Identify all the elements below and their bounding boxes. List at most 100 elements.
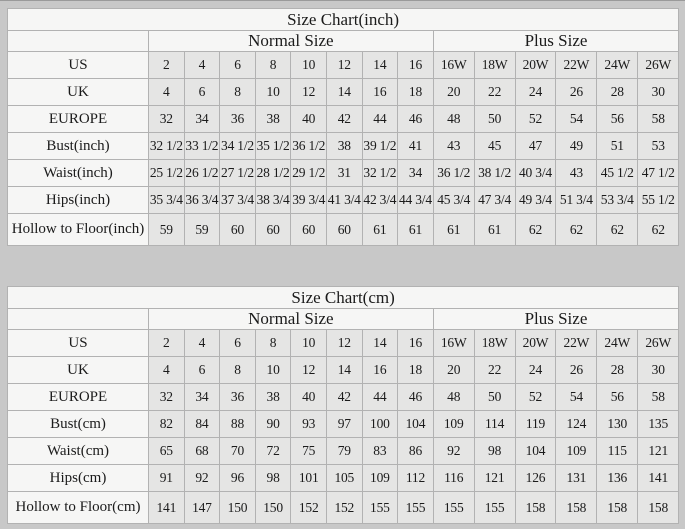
size-cell: 10 xyxy=(290,329,327,357)
size-cell: 56 xyxy=(596,383,639,411)
size-cell: 83 xyxy=(361,437,399,465)
size-cell: 150 xyxy=(219,491,256,524)
table-title-row: Size Chart(inch) xyxy=(6,8,680,31)
size-cell: 61 xyxy=(473,213,516,246)
size-cell: 136 xyxy=(596,464,639,492)
size-cell: 43 xyxy=(555,159,598,187)
size-cell: 12 xyxy=(290,78,327,106)
size-cell: 39 3/4 xyxy=(290,186,327,214)
size-cell: 31 xyxy=(325,159,363,187)
size-cell: 38 xyxy=(254,383,292,411)
table-row: EUROPE 32 34 36 38 40 42 44 46 48 50 52 54 56 58 xyxy=(7,383,680,411)
size-cell: 25 1/2 xyxy=(148,159,185,187)
size-cell: 4 xyxy=(148,356,185,384)
size-cell: 147 xyxy=(183,491,221,524)
size-cell: 32 xyxy=(148,105,185,133)
row-label: Bust(inch) xyxy=(7,132,149,160)
size-cell: 109 xyxy=(555,437,598,465)
size-cell: 105 xyxy=(325,464,363,492)
size-cell: 20 xyxy=(432,78,475,106)
size-cell: 158 xyxy=(596,491,639,524)
size-cell: 60 xyxy=(254,213,292,246)
size-cell: 8 xyxy=(219,78,256,106)
size-cell: 22 xyxy=(473,78,516,106)
size-cell: 116 xyxy=(432,464,475,492)
size-cell: 8 xyxy=(254,51,292,79)
table-row: Hollow to Floor(cm) 141 147 150 150 152 152 155… xyxy=(7,491,680,524)
table-row: Waist(cm) 65 68 70 72 75 79 83 86 92 98 104 109 115 12… xyxy=(7,437,680,465)
size-cell: 43 xyxy=(432,132,475,160)
size-cell: 84 xyxy=(183,410,221,438)
size-cell: 75 xyxy=(290,437,327,465)
size-cell: 82 xyxy=(148,410,185,438)
size-cell: 98 xyxy=(473,437,516,465)
size-cell: 45 xyxy=(473,132,516,160)
size-cell: 155 xyxy=(432,491,475,524)
size-cell: 158 xyxy=(637,491,680,524)
size-cell: 155 xyxy=(473,491,516,524)
size-cell: 60 xyxy=(325,213,363,246)
table-title: Size Chart(cm) xyxy=(6,286,680,309)
size-cell: 34 1/2 xyxy=(219,132,256,160)
column-group-row: Normal Size Plus Size xyxy=(7,308,680,330)
size-cell: 44 xyxy=(361,105,399,133)
size-cell: 16 xyxy=(397,51,434,79)
size-cell: 38 xyxy=(254,105,292,133)
size-cell: 10 xyxy=(254,356,292,384)
size-cell: 40 3/4 xyxy=(514,159,557,187)
size-cell: 70 xyxy=(219,437,256,465)
row-label: EUROPE xyxy=(7,105,149,133)
size-cell: 92 xyxy=(432,437,475,465)
size-cell: 61 xyxy=(432,213,475,246)
size-cell: 26W xyxy=(637,51,680,79)
size-cell: 26 xyxy=(555,78,598,106)
size-cell: 47 xyxy=(514,132,557,160)
size-cell: 58 xyxy=(637,383,680,411)
size-cell: 33 1/2 xyxy=(183,132,221,160)
row-label: US xyxy=(7,51,149,79)
size-cell: 12 xyxy=(325,329,363,357)
size-cell: 51 xyxy=(596,132,639,160)
size-cell: 24 xyxy=(514,356,557,384)
table-row: US 2 4 6 8 10 12 14 16 16W 18W 20W 22W 24W 26W xyxy=(7,329,680,357)
size-cell: 6 xyxy=(183,356,221,384)
size-cell: 72 xyxy=(254,437,292,465)
size-cell: 30 xyxy=(637,78,680,106)
size-cell: 35 3/4 xyxy=(148,186,185,214)
size-cell: 28 1/2 xyxy=(254,159,292,187)
size-cell: 34 xyxy=(397,159,434,187)
size-cell: 12 xyxy=(290,356,327,384)
column-group-normal-size: Normal Size xyxy=(148,308,434,330)
size-cell: 42 xyxy=(325,383,363,411)
size-cell: 48 xyxy=(432,383,475,411)
size-cell: 92 xyxy=(183,464,221,492)
size-cell: 47 3/4 xyxy=(473,186,516,214)
size-cell: 68 xyxy=(183,437,221,465)
size-cell: 61 xyxy=(397,213,434,246)
size-cell: 59 xyxy=(183,213,221,246)
size-cell: 40 xyxy=(290,105,327,133)
size-cell: 14 xyxy=(361,329,399,357)
size-cell: 150 xyxy=(254,491,292,524)
size-cell: 34 xyxy=(183,383,221,411)
size-cell: 38 xyxy=(325,132,363,160)
size-cell: 152 xyxy=(290,491,327,524)
size-cell: 41 3/4 xyxy=(325,186,363,214)
size-cell: 6 xyxy=(219,51,256,79)
size-cell: 40 xyxy=(290,383,327,411)
size-cell: 26 xyxy=(555,356,598,384)
size-cell: 14 xyxy=(361,51,399,79)
size-cell: 60 xyxy=(290,213,327,246)
size-cell: 36 1/2 xyxy=(290,132,327,160)
table-title-row: Size Chart(cm) xyxy=(6,286,680,309)
size-cell: 36 xyxy=(219,105,256,133)
table-row: US 2 4 6 8 10 12 14 16 16W 18W 20W 22W 24W 26W xyxy=(7,51,680,79)
table-row: UK 4 6 8 10 12 14 16 18 20 22 24 26 28 30 xyxy=(7,78,680,106)
size-cell: 18W xyxy=(473,329,516,357)
size-cell: 130 xyxy=(596,410,639,438)
size-cell: 16 xyxy=(361,78,399,106)
size-cell: 152 xyxy=(325,491,363,524)
size-cell: 90 xyxy=(254,410,292,438)
size-cell: 24W xyxy=(596,51,639,79)
size-cell: 42 xyxy=(325,105,363,133)
